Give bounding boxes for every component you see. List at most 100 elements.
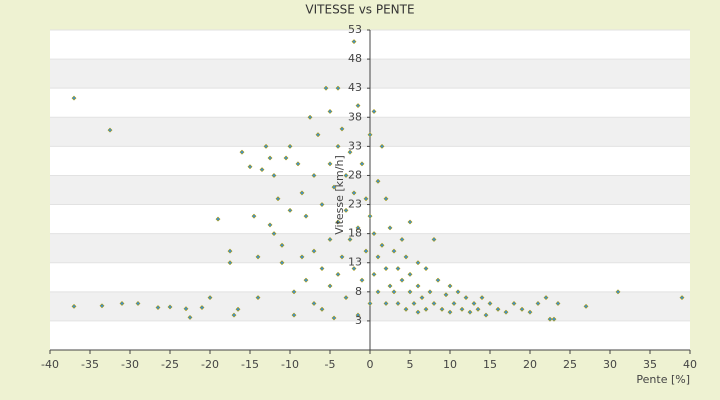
point [291, 289, 297, 295]
point [395, 266, 401, 271]
point [399, 277, 405, 283]
point [331, 315, 337, 321]
point [415, 260, 421, 266]
point [375, 178, 381, 184]
point [263, 143, 269, 149]
point [319, 266, 325, 271]
point [423, 266, 429, 271]
point [343, 295, 349, 301]
y-tick-label: 48 [348, 52, 362, 65]
point [275, 196, 281, 202]
point [231, 312, 237, 318]
point [447, 309, 453, 315]
point [391, 248, 397, 254]
point [307, 114, 313, 120]
x-tick-label: -25 [161, 358, 179, 371]
point [135, 301, 141, 306]
point [367, 213, 373, 219]
point [347, 149, 353, 155]
point [503, 309, 509, 315]
point [535, 301, 541, 306]
point [359, 277, 365, 283]
point [551, 316, 557, 322]
point [167, 304, 173, 310]
y-axis-label: Vitesse [km/h] [333, 155, 346, 235]
point [443, 292, 449, 298]
point [235, 306, 241, 312]
x-tick-label: 5 [407, 358, 414, 371]
point [71, 95, 77, 101]
x-tick-label: -15 [241, 358, 259, 371]
x-tick-label: 0 [367, 358, 374, 371]
point [459, 306, 465, 312]
y-tick-label: 13 [348, 256, 362, 269]
point [259, 167, 265, 173]
point [431, 301, 437, 306]
point [295, 161, 301, 167]
point [359, 161, 365, 167]
point [435, 277, 441, 283]
x-tick-label: -20 [201, 358, 219, 371]
point [403, 254, 409, 260]
point [319, 202, 325, 207]
x-tick-label: 25 [563, 358, 577, 371]
point [299, 190, 305, 196]
chart-title: VITESSE vs PENTE [305, 3, 414, 17]
point [335, 219, 341, 225]
y-tick-label: 28 [348, 168, 362, 181]
point [399, 237, 405, 242]
point [407, 271, 413, 277]
point [679, 295, 685, 301]
point [299, 254, 305, 260]
point [463, 295, 469, 301]
point [383, 266, 389, 271]
y-tick-label: 18 [348, 227, 362, 240]
point [303, 277, 309, 283]
point [471, 301, 477, 306]
x-tick-label: -5 [325, 358, 336, 371]
point [287, 143, 293, 149]
point [363, 248, 369, 254]
y-tick-label: 38 [348, 110, 362, 123]
point [343, 173, 349, 178]
point [387, 225, 393, 231]
point [355, 103, 361, 109]
point [363, 196, 369, 202]
point [423, 306, 429, 312]
x-tick-label: 35 [643, 358, 657, 371]
point [379, 143, 385, 149]
point [439, 306, 445, 312]
point [543, 295, 549, 301]
point [351, 190, 357, 196]
point [583, 303, 589, 309]
x-axis-label: Pente [%] [636, 373, 690, 386]
point [311, 173, 317, 178]
point [355, 312, 361, 318]
point [311, 301, 317, 306]
point [395, 301, 401, 306]
point [187, 314, 193, 320]
point [339, 126, 345, 132]
y-tick-label: 53 [348, 23, 362, 36]
point [255, 254, 261, 260]
point [311, 248, 317, 254]
point [379, 242, 385, 248]
point [527, 309, 533, 315]
point [427, 289, 433, 295]
point [495, 306, 501, 312]
point [367, 301, 373, 306]
point [251, 213, 257, 219]
x-tick-label: 15 [483, 358, 497, 371]
point [283, 155, 289, 161]
point [411, 301, 417, 306]
point [447, 283, 453, 289]
point [351, 39, 357, 45]
point [215, 216, 221, 222]
point [371, 109, 377, 114]
x-tick-label: -35 [81, 358, 99, 371]
x-tick-label: 10 [443, 358, 457, 371]
point [415, 283, 421, 289]
point [415, 309, 421, 315]
x-tick-label: 30 [603, 358, 617, 371]
point [71, 303, 77, 309]
